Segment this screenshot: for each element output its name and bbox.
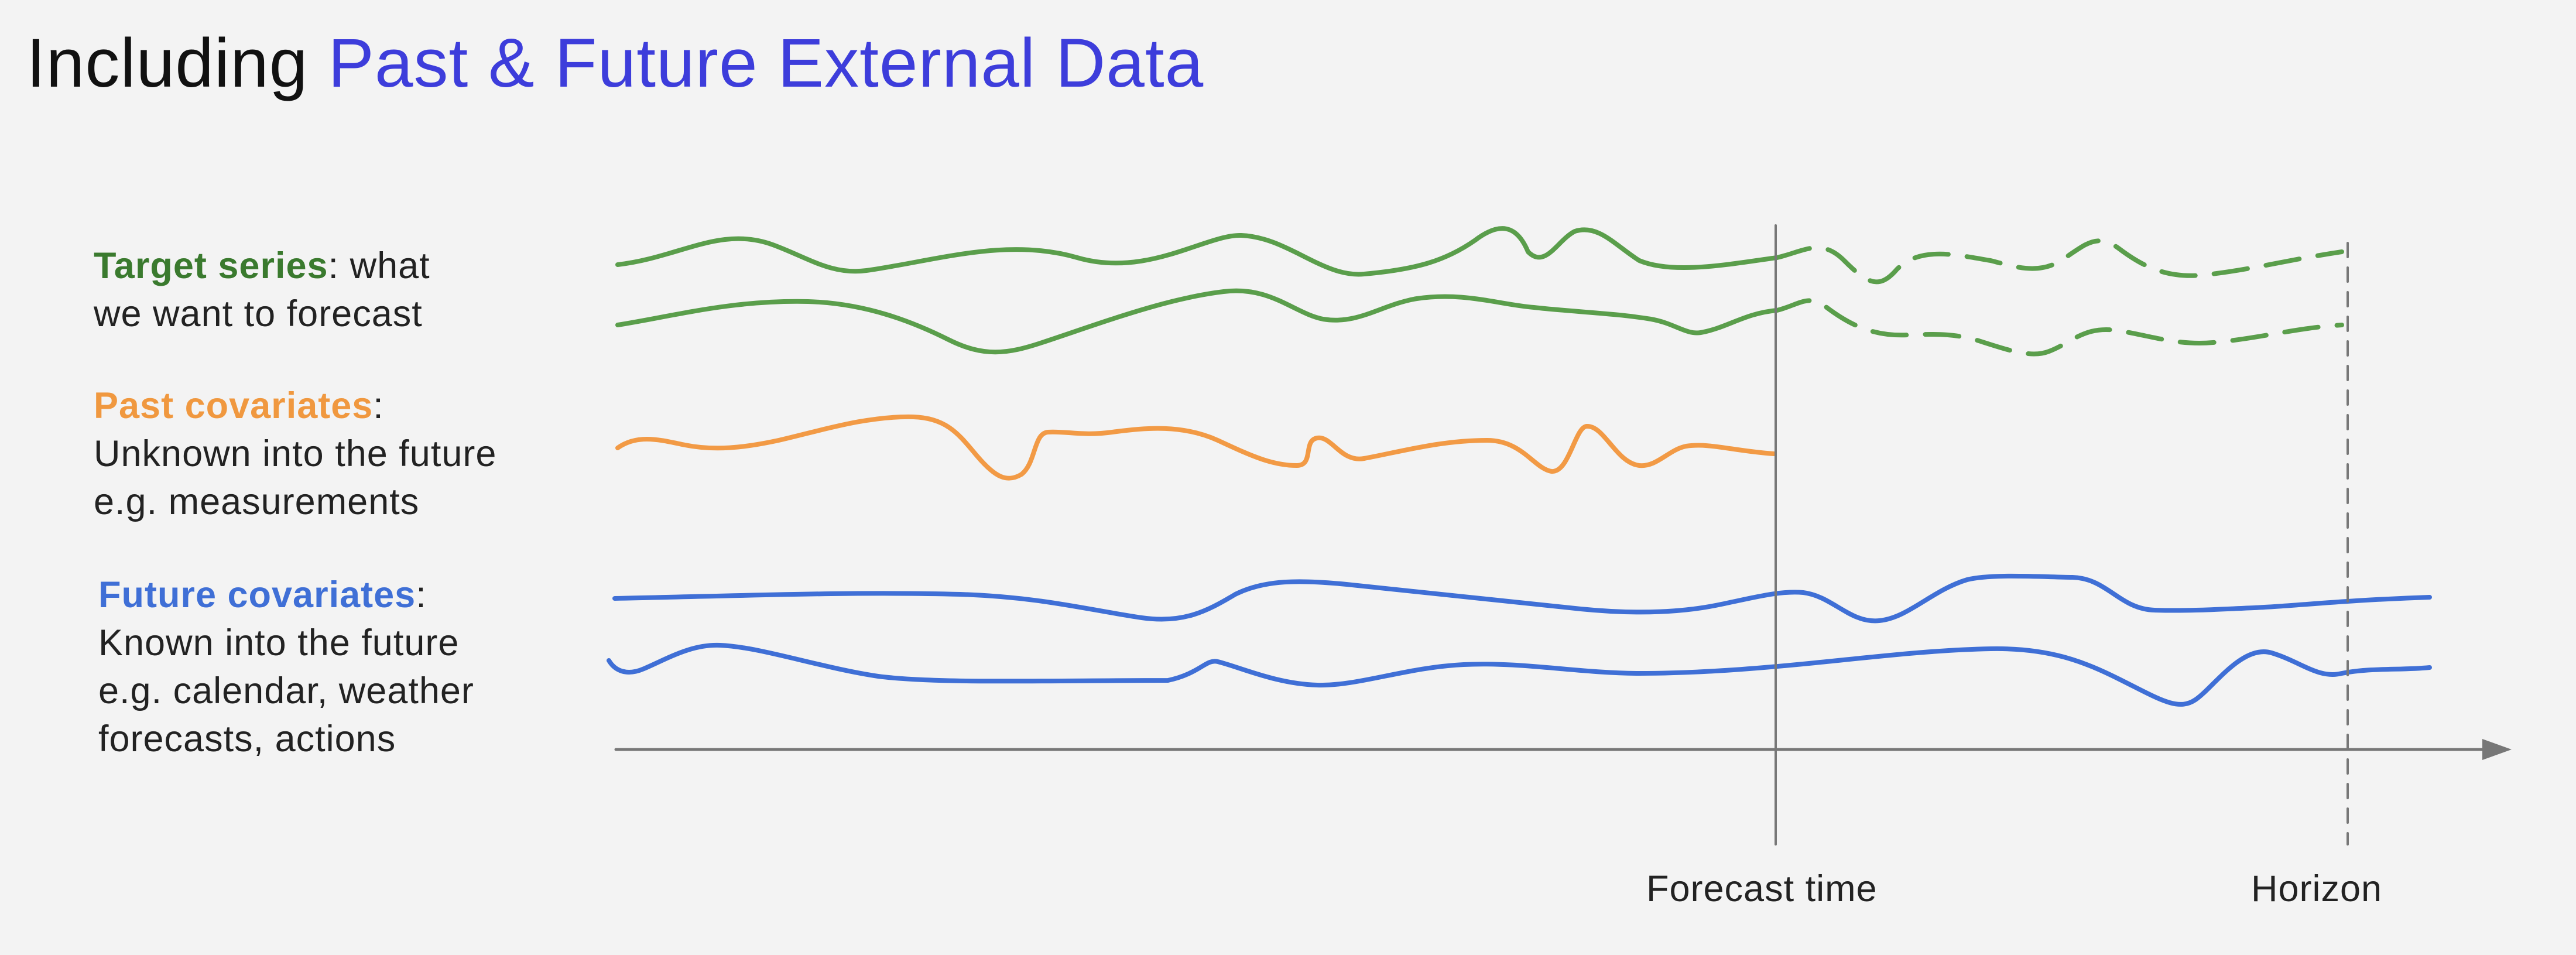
target-series-2-forecast [1775, 298, 2344, 357]
title-highlight: Past & Future External Data [328, 25, 1204, 102]
target-series-2-past [615, 288, 1779, 355]
page-title: Including Past & Future External Data [26, 23, 1204, 103]
axis-arrow-head-icon [2482, 739, 2512, 760]
legend-future-line-1: Known into the future [98, 622, 460, 663]
future-covariate-series-1 [612, 573, 2432, 624]
past-covariate-series [615, 414, 1776, 481]
horizon-label: Horizon [2251, 868, 2383, 909]
legend-target-heading: Target series [94, 245, 328, 286]
legend-past: Past covariates: Unknown into the future… [94, 382, 496, 526]
future-covariate-series-2 [607, 642, 2432, 707]
legend-past-line-2: e.g. measurements [94, 481, 420, 522]
target-series-1-forecast [1775, 238, 2344, 285]
legend-future-colon: : [416, 574, 427, 615]
legend-future-line-3: forecasts, actions [98, 718, 396, 759]
forecast-time-label: Forecast time [1646, 868, 1878, 909]
legend-target: Target series: what we want to forecast [94, 242, 430, 338]
legend-past-heading: Past covariates [94, 385, 374, 426]
target-series-1-past [615, 226, 1779, 277]
title-prefix: Including [26, 25, 309, 102]
legend-target-line-1: we want to forecast [94, 293, 423, 334]
legend-target-colon: : [328, 245, 340, 286]
legend-past-colon: : [373, 385, 384, 426]
legend-future-heading: Future covariates [98, 574, 416, 615]
legend-target-rest: what [339, 245, 430, 286]
legend-future: Future covariates: Known into the future… [98, 571, 474, 763]
legend-future-line-2: e.g. calendar, weather [98, 670, 474, 711]
legend-past-line-1: Unknown into the future [94, 433, 497, 474]
